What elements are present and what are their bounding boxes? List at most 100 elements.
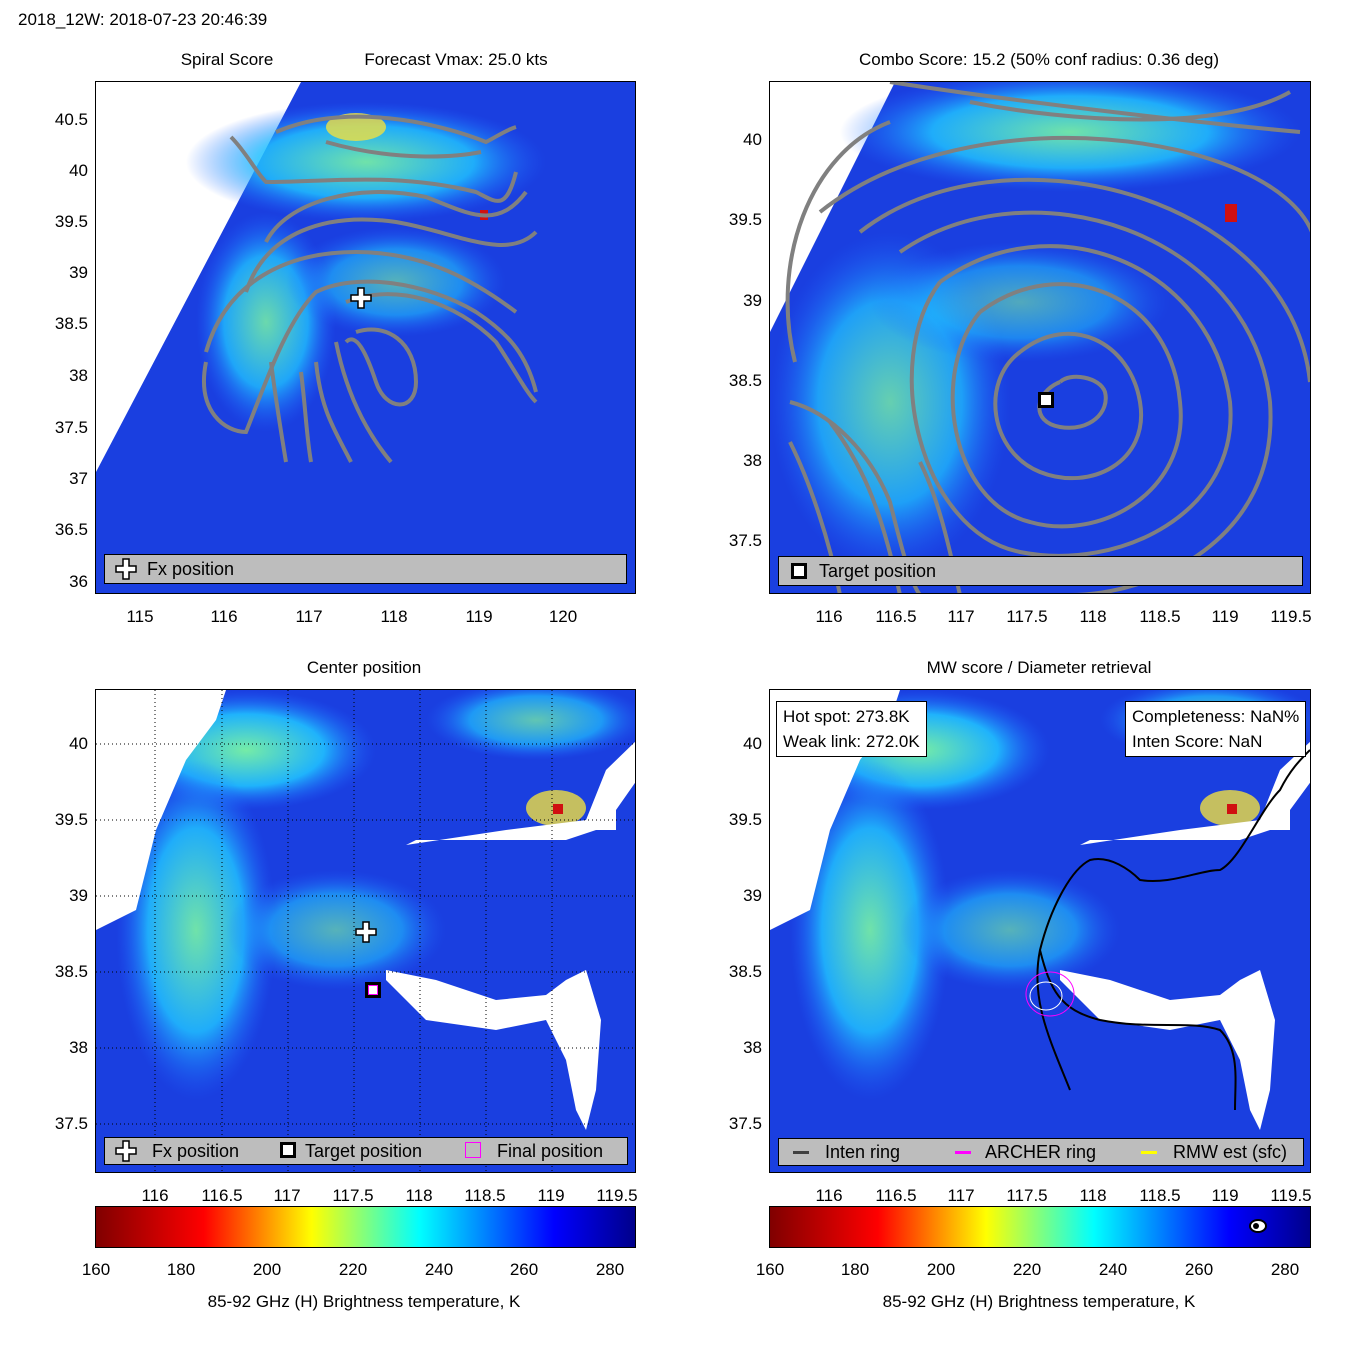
combo-heatmap [770,82,1310,593]
colorbar-right [769,1206,1311,1248]
cbar-tick: 160 [81,1260,111,1279]
center-legend: Fx position Target position Final positi… [104,1137,628,1165]
xtick: 116 [815,607,843,626]
ytick: 37.5 [54,418,88,437]
xtick: 117 [295,607,323,626]
ytick: 40 [69,734,88,753]
combo-contours [785,82,1310,593]
xtick: 119.5 [596,1186,638,1205]
final-position-marker [368,985,378,995]
ytick: 37.5 [728,531,762,550]
xtick: 119 [1211,1186,1239,1205]
ytick: 39.5 [728,210,762,229]
ytick: 39 [743,886,762,905]
target-position-icon [791,563,807,579]
ytick: 40.5 [54,110,88,129]
colorbar-left-label: 85-92 GHz (H) Brightness temperature, K [207,1292,521,1311]
cbar-tick: 260 [509,1260,539,1279]
mw-heatmap [770,690,1310,1130]
ytick: 40 [69,161,88,180]
mw-legend-archer-label: ARCHER ring [985,1142,1097,1162]
ytick: 40 [743,734,762,753]
combo-legend-label: Target position [819,561,937,581]
ytick: 37.5 [54,1114,88,1133]
mw-legend: Inten ring ARCHER ring RMW est (sfc) [778,1138,1304,1166]
mw-plot: Hot spot: 273.8K Weak link: 272.0K Compl… [769,689,1311,1173]
cbar-tick: 180 [166,1260,196,1279]
inten-ring [1029,981,1063,1011]
ytick: 38.5 [54,962,88,981]
cbar-tick: 160 [755,1260,785,1279]
ytick: 39 [743,291,762,310]
spiral-contours [202,114,538,464]
archer-ring-swatch [955,1151,971,1154]
page-title: 2018_12W: 2018-07-23 20:46:39 [18,10,268,29]
ytick: 39 [69,886,88,905]
final-position-icon [465,1142,481,1158]
ytick: 38.5 [54,314,88,333]
xtick: 116.5 [875,607,917,626]
cbar-tick: 220 [338,1260,368,1279]
completeness-text: Completeness: NaN% [1132,707,1300,726]
combo-title: Combo Score: 15.2 (50% conf radius: 0.36… [858,50,1220,69]
ytick: 38 [743,451,762,470]
xtick: 118 [1079,607,1107,626]
xtick: 118.5 [1139,1186,1181,1205]
ytick: 38 [69,1038,88,1057]
center-legend-fx-label: Fx position [152,1141,240,1161]
xtick: 116 [815,1186,843,1205]
ytick: 38.5 [728,962,762,981]
xtick: 118.5 [464,1186,506,1205]
center-grid [96,690,635,1172]
spiral-title-left: Spiral Score [180,50,274,69]
center-legend-final-label: Final position [497,1141,604,1161]
ytick: 37.5 [728,1114,762,1133]
xtick: 118 [380,607,408,626]
xtick: 116.5 [875,1186,917,1205]
coastline [1036,749,1310,1111]
cbar-tick: 280 [1270,1260,1300,1279]
xtick: 117.5 [1006,1186,1048,1205]
combo-legend: Target position [778,556,1303,586]
colorbar-right-label: 85-92 GHz (H) Brightness temperature, K [882,1292,1196,1311]
archer-ring [1025,971,1075,1017]
mw-legend-rmw-label: RMW est (sfc) [1173,1142,1287,1162]
ytick: 36.5 [54,520,88,539]
center-heatmap [96,690,635,1172]
ytick: 38 [69,366,88,385]
center-title: Center position [306,658,422,677]
inten-ring-swatch [793,1151,809,1154]
cbar-tick: 280 [595,1260,625,1279]
xtick: 117 [947,1186,975,1205]
xtick: 119 [465,607,493,626]
cbar-tick: 240 [1098,1260,1128,1279]
xtick: 118.5 [1139,607,1181,626]
ytick: 39 [69,263,88,282]
cbar-tick: 200 [926,1260,956,1279]
mw-title: MW score / Diameter retrieval [926,658,1152,677]
xtick: 117 [273,1186,301,1205]
spiral-legend-label: Fx position [147,559,235,579]
mw-info-right: Completeness: NaN% Inten Score: NaN [1125,701,1307,757]
combo-plot: Target position [769,81,1311,594]
xtick: 119 [1211,607,1239,626]
hot-spot-text: Hot spot: 273.8K [783,707,910,726]
xtick: 117.5 [1006,607,1048,626]
xtick: 116.5 [201,1186,243,1205]
xtick: 120 [548,607,578,626]
mw-info-left: Hot spot: 273.8K Weak link: 272.0K [776,701,927,757]
xtick: 118 [1079,1186,1107,1205]
ytick: 39.5 [54,212,88,231]
xtick: 115 [126,607,154,626]
spiral-title-right: Forecast Vmax: 25.0 kts [364,50,548,69]
inten-score-text: Inten Score: NaN [1132,732,1263,751]
spiral-plot: Fx position [95,81,636,594]
cbar-tick: 260 [1184,1260,1214,1279]
fx-position-marker [355,921,377,943]
xtick: 118 [405,1186,433,1205]
ytick: 39.5 [728,810,762,829]
cbar-tick: 180 [840,1260,870,1279]
xtick: 116 [141,1186,169,1205]
ytick: 36 [69,572,88,591]
xtick: 117.5 [332,1186,374,1205]
